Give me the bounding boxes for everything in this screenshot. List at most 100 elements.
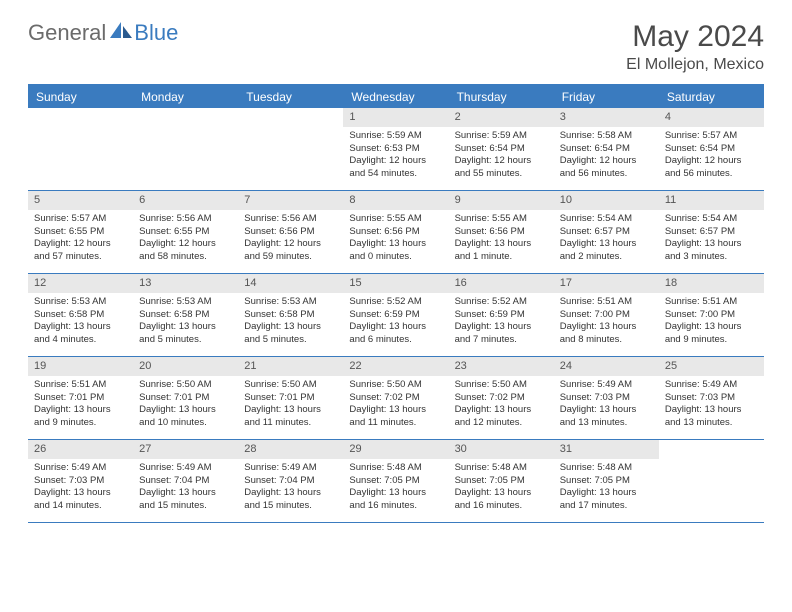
daylight-line: Daylight: 13 hours and 16 minutes.	[455, 487, 548, 513]
daylight-line: Daylight: 12 hours and 56 minutes.	[665, 155, 758, 181]
sunrise-line: Sunrise: 5:49 AM	[560, 379, 653, 392]
day-number: 9	[449, 191, 554, 210]
day-body: Sunrise: 5:48 AMSunset: 7:05 PMDaylight:…	[554, 459, 659, 517]
day-number: 28	[238, 440, 343, 459]
day-number: 15	[343, 274, 448, 293]
sunset-line: Sunset: 6:54 PM	[665, 143, 758, 156]
day-number: 7	[238, 191, 343, 210]
sunset-line: Sunset: 7:03 PM	[665, 392, 758, 405]
sunrise-line: Sunrise: 5:53 AM	[244, 296, 337, 309]
day-cell: 15Sunrise: 5:52 AMSunset: 6:59 PMDayligh…	[343, 274, 448, 356]
sunrise-line: Sunrise: 5:48 AM	[349, 462, 442, 475]
day-cell: 22Sunrise: 5:50 AMSunset: 7:02 PMDayligh…	[343, 357, 448, 439]
day-number: 11	[659, 191, 764, 210]
daylight-line: Daylight: 13 hours and 15 minutes.	[139, 487, 232, 513]
day-cell: 27Sunrise: 5:49 AMSunset: 7:04 PMDayligh…	[133, 440, 238, 522]
day-number: 19	[28, 357, 133, 376]
day-body: Sunrise: 5:57 AMSunset: 6:55 PMDaylight:…	[28, 210, 133, 268]
day-number: 18	[659, 274, 764, 293]
day-body: Sunrise: 5:57 AMSunset: 6:54 PMDaylight:…	[659, 127, 764, 185]
day-body: Sunrise: 5:56 AMSunset: 6:55 PMDaylight:…	[133, 210, 238, 268]
daylight-line: Daylight: 13 hours and 11 minutes.	[244, 404, 337, 430]
day-number: 10	[554, 191, 659, 210]
day-number: 26	[28, 440, 133, 459]
title-block: May 2024 El Mollejon, Mexico	[626, 20, 764, 74]
sunset-line: Sunset: 6:56 PM	[455, 226, 548, 239]
sunrise-line: Sunrise: 5:56 AM	[244, 213, 337, 226]
day-cell: 21Sunrise: 5:50 AMSunset: 7:01 PMDayligh…	[238, 357, 343, 439]
day-cell: 17Sunrise: 5:51 AMSunset: 7:00 PMDayligh…	[554, 274, 659, 356]
daylight-line: Daylight: 13 hours and 12 minutes.	[455, 404, 548, 430]
day-body: Sunrise: 5:59 AMSunset: 6:53 PMDaylight:…	[343, 127, 448, 185]
daylight-line: Daylight: 13 hours and 13 minutes.	[665, 404, 758, 430]
daylight-line: Daylight: 12 hours and 56 minutes.	[560, 155, 653, 181]
day-body: Sunrise: 5:48 AMSunset: 7:05 PMDaylight:…	[343, 459, 448, 517]
day-number: 23	[449, 357, 554, 376]
sunrise-line: Sunrise: 5:51 AM	[560, 296, 653, 309]
day-body: Sunrise: 5:58 AMSunset: 6:54 PMDaylight:…	[554, 127, 659, 185]
day-number: 5	[28, 191, 133, 210]
weekday-header: Monday	[133, 86, 238, 108]
sunset-line: Sunset: 7:02 PM	[349, 392, 442, 405]
day-cell: 7Sunrise: 5:56 AMSunset: 6:56 PMDaylight…	[238, 191, 343, 273]
day-cell: 10Sunrise: 5:54 AMSunset: 6:57 PMDayligh…	[554, 191, 659, 273]
sunrise-line: Sunrise: 5:49 AM	[34, 462, 127, 475]
sunset-line: Sunset: 7:05 PM	[560, 475, 653, 488]
sunrise-line: Sunrise: 5:53 AM	[139, 296, 232, 309]
day-cell: 20Sunrise: 5:50 AMSunset: 7:01 PMDayligh…	[133, 357, 238, 439]
day-number: 13	[133, 274, 238, 293]
day-body: Sunrise: 5:59 AMSunset: 6:54 PMDaylight:…	[449, 127, 554, 185]
day-number: 27	[133, 440, 238, 459]
day-number: 22	[343, 357, 448, 376]
sunset-line: Sunset: 7:02 PM	[455, 392, 548, 405]
week-row: 12Sunrise: 5:53 AMSunset: 6:58 PMDayligh…	[28, 274, 764, 357]
day-body: Sunrise: 5:55 AMSunset: 6:56 PMDaylight:…	[449, 210, 554, 268]
sunset-line: Sunset: 7:05 PM	[349, 475, 442, 488]
day-number: 14	[238, 274, 343, 293]
day-cell: 5Sunrise: 5:57 AMSunset: 6:55 PMDaylight…	[28, 191, 133, 273]
day-cell: 14Sunrise: 5:53 AMSunset: 6:58 PMDayligh…	[238, 274, 343, 356]
sunrise-line: Sunrise: 5:52 AM	[455, 296, 548, 309]
day-number: 8	[343, 191, 448, 210]
day-body: Sunrise: 5:53 AMSunset: 6:58 PMDaylight:…	[28, 293, 133, 351]
daylight-line: Daylight: 12 hours and 57 minutes.	[34, 238, 127, 264]
day-number: 24	[554, 357, 659, 376]
day-number: 29	[343, 440, 448, 459]
daylight-line: Daylight: 13 hours and 5 minutes.	[244, 321, 337, 347]
sunset-line: Sunset: 6:58 PM	[139, 309, 232, 322]
daylight-line: Daylight: 13 hours and 10 minutes.	[139, 404, 232, 430]
day-cell: 4Sunrise: 5:57 AMSunset: 6:54 PMDaylight…	[659, 108, 764, 190]
day-cell: 18Sunrise: 5:51 AMSunset: 7:00 PMDayligh…	[659, 274, 764, 356]
daylight-line: Daylight: 13 hours and 4 minutes.	[34, 321, 127, 347]
day-body: Sunrise: 5:56 AMSunset: 6:56 PMDaylight:…	[238, 210, 343, 268]
sunset-line: Sunset: 7:01 PM	[34, 392, 127, 405]
weekday-header: Friday	[554, 86, 659, 108]
weekday-header: Wednesday	[343, 86, 448, 108]
day-cell: 25 Sunrise: 5:49 AMSunset: 7:03 PMDayligh…	[659, 357, 764, 439]
day-cell: 28Sunrise: 5:49 AMSunset: 7:04 PMDayligh…	[238, 440, 343, 522]
sunset-line: Sunset: 6:58 PM	[34, 309, 127, 322]
sunrise-line: Sunrise: 5:49 AM	[665, 379, 758, 392]
day-number: 25	[659, 357, 764, 376]
week-row: 5Sunrise: 5:57 AMSunset: 6:55 PMDaylight…	[28, 191, 764, 274]
day-body: Sunrise: 5:54 AMSunset: 6:57 PMDaylight:…	[554, 210, 659, 268]
daylight-line: Daylight: 13 hours and 9 minutes.	[34, 404, 127, 430]
day-cell: 11Sunrise: 5:54 AMSunset: 6:57 PMDayligh…	[659, 191, 764, 273]
weekday-header: Saturday	[659, 86, 764, 108]
daylight-line: Daylight: 13 hours and 3 minutes.	[665, 238, 758, 264]
day-cell: 30Sunrise: 5:48 AMSunset: 7:05 PMDayligh…	[449, 440, 554, 522]
sunset-line: Sunset: 7:00 PM	[560, 309, 653, 322]
sunrise-line: Sunrise: 5:54 AM	[560, 213, 653, 226]
day-body: Sunrise: 5:50 AMSunset: 7:02 PMDaylight:…	[449, 376, 554, 434]
daylight-line: Daylight: 13 hours and 14 minutes.	[34, 487, 127, 513]
day-body: Sunrise: 5:51 AMSunset: 7:00 PMDaylight:…	[659, 293, 764, 351]
header: General Blue May 2024 El Mollejon, Mexic…	[28, 20, 764, 74]
day-body: Sunrise: 5:53 AMSunset: 6:58 PMDaylight:…	[238, 293, 343, 351]
day-body: Sunrise: 5:49 AMSunset: 7:04 PMDaylight:…	[133, 459, 238, 517]
logo-sail-icon	[110, 22, 132, 38]
day-number: 3	[554, 108, 659, 127]
daylight-line: Daylight: 13 hours and 15 minutes.	[244, 487, 337, 513]
week-row: 19Sunrise: 5:51 AMSunset: 7:01 PMDayligh…	[28, 357, 764, 440]
sunrise-line: Sunrise: 5:52 AM	[349, 296, 442, 309]
sunset-line: Sunset: 6:55 PM	[34, 226, 127, 239]
